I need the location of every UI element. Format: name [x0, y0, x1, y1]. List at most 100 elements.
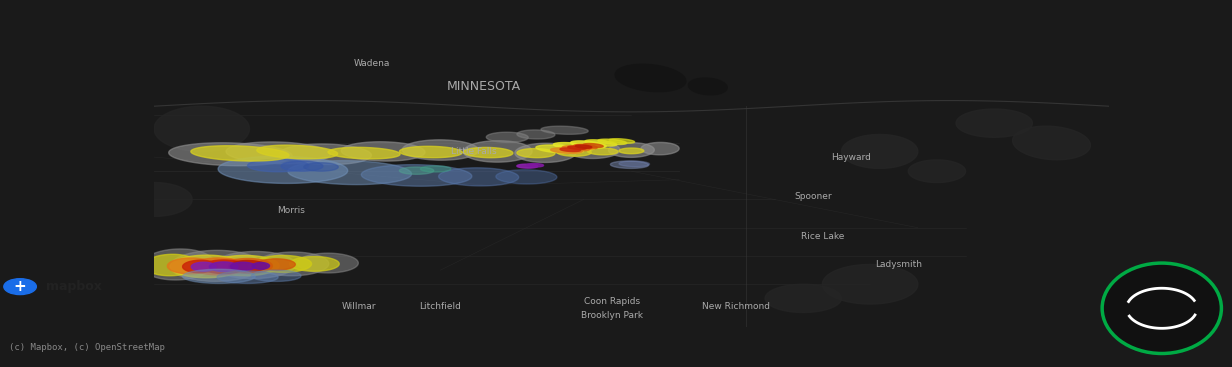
Polygon shape: [583, 143, 604, 148]
Text: +: +: [14, 279, 26, 294]
Text: Morris: Morris: [277, 206, 306, 215]
Polygon shape: [290, 257, 339, 271]
Circle shape: [1103, 263, 1221, 353]
Polygon shape: [256, 145, 338, 159]
Polygon shape: [251, 270, 301, 281]
Polygon shape: [211, 255, 280, 276]
Circle shape: [4, 279, 37, 295]
Polygon shape: [182, 260, 217, 273]
Polygon shape: [618, 148, 644, 154]
Polygon shape: [191, 146, 290, 161]
Polygon shape: [230, 262, 255, 271]
Polygon shape: [551, 148, 583, 153]
Polygon shape: [154, 106, 250, 152]
Polygon shape: [463, 148, 513, 158]
Polygon shape: [170, 255, 243, 278]
Text: Spooner: Spooner: [793, 192, 832, 201]
Polygon shape: [228, 261, 266, 272]
Polygon shape: [588, 148, 618, 155]
Polygon shape: [170, 250, 262, 281]
Polygon shape: [956, 109, 1032, 137]
Polygon shape: [610, 161, 648, 168]
Polygon shape: [399, 146, 462, 158]
Polygon shape: [297, 253, 359, 273]
Polygon shape: [495, 170, 557, 184]
Text: Hayward: Hayward: [832, 153, 871, 161]
Polygon shape: [526, 164, 543, 167]
Polygon shape: [281, 161, 323, 171]
Polygon shape: [609, 139, 634, 143]
Polygon shape: [288, 161, 411, 185]
Polygon shape: [144, 254, 198, 276]
Polygon shape: [562, 146, 590, 151]
Polygon shape: [254, 255, 312, 272]
Polygon shape: [225, 142, 330, 164]
Polygon shape: [168, 258, 213, 274]
Polygon shape: [116, 182, 192, 217]
Polygon shape: [403, 140, 478, 160]
Polygon shape: [256, 252, 329, 276]
Polygon shape: [908, 160, 966, 182]
Polygon shape: [517, 164, 538, 168]
Polygon shape: [202, 260, 245, 273]
Polygon shape: [361, 165, 472, 186]
Polygon shape: [463, 141, 532, 162]
Polygon shape: [191, 262, 216, 271]
Polygon shape: [328, 147, 400, 159]
Polygon shape: [618, 161, 649, 167]
Text: Wadena: Wadena: [354, 59, 389, 68]
Polygon shape: [536, 145, 584, 153]
Polygon shape: [399, 167, 434, 174]
Polygon shape: [341, 142, 425, 161]
Text: MINNESOTA: MINNESOTA: [446, 80, 520, 93]
Text: (c) Mapbox, (c) OpenStreetMap: (c) Mapbox, (c) OpenStreetMap: [9, 343, 165, 352]
Text: Litchfield: Litchfield: [420, 302, 461, 311]
Polygon shape: [823, 265, 918, 304]
Polygon shape: [517, 130, 554, 139]
Polygon shape: [841, 134, 918, 168]
Polygon shape: [568, 146, 586, 149]
Polygon shape: [169, 143, 292, 166]
Polygon shape: [585, 140, 617, 146]
Polygon shape: [223, 258, 272, 273]
Polygon shape: [574, 144, 598, 149]
Polygon shape: [557, 148, 591, 156]
Polygon shape: [253, 262, 270, 269]
Polygon shape: [541, 126, 588, 134]
Polygon shape: [439, 168, 519, 186]
Polygon shape: [218, 156, 347, 184]
Polygon shape: [553, 142, 595, 150]
Polygon shape: [641, 142, 679, 155]
Polygon shape: [515, 143, 577, 163]
Text: Brooklyn Park: Brooklyn Park: [582, 311, 643, 320]
Polygon shape: [609, 143, 654, 157]
Polygon shape: [517, 149, 554, 158]
Text: Rice Lake: Rice Lake: [801, 232, 844, 241]
Polygon shape: [615, 64, 686, 92]
Polygon shape: [765, 284, 841, 312]
Polygon shape: [575, 145, 591, 148]
Text: Willmar: Willmar: [342, 302, 377, 311]
Polygon shape: [190, 258, 248, 275]
Polygon shape: [570, 141, 606, 148]
Polygon shape: [217, 271, 278, 283]
Polygon shape: [561, 148, 580, 152]
Polygon shape: [209, 262, 238, 272]
Polygon shape: [257, 259, 296, 270]
Polygon shape: [689, 78, 727, 95]
Polygon shape: [281, 144, 371, 164]
Text: mapbox: mapbox: [46, 280, 102, 293]
Polygon shape: [598, 139, 627, 145]
Polygon shape: [304, 163, 339, 171]
Text: New Richmond: New Richmond: [702, 302, 770, 311]
Polygon shape: [420, 166, 451, 172]
Polygon shape: [213, 251, 296, 279]
Polygon shape: [248, 159, 309, 172]
Polygon shape: [142, 249, 214, 280]
Polygon shape: [567, 142, 620, 159]
Polygon shape: [487, 132, 529, 142]
Text: Ladysmith: Ladysmith: [875, 260, 923, 269]
Polygon shape: [1013, 126, 1090, 160]
Text: Coon Rapids: Coon Rapids: [584, 297, 641, 306]
Text: Little Falls: Little Falls: [451, 147, 496, 156]
